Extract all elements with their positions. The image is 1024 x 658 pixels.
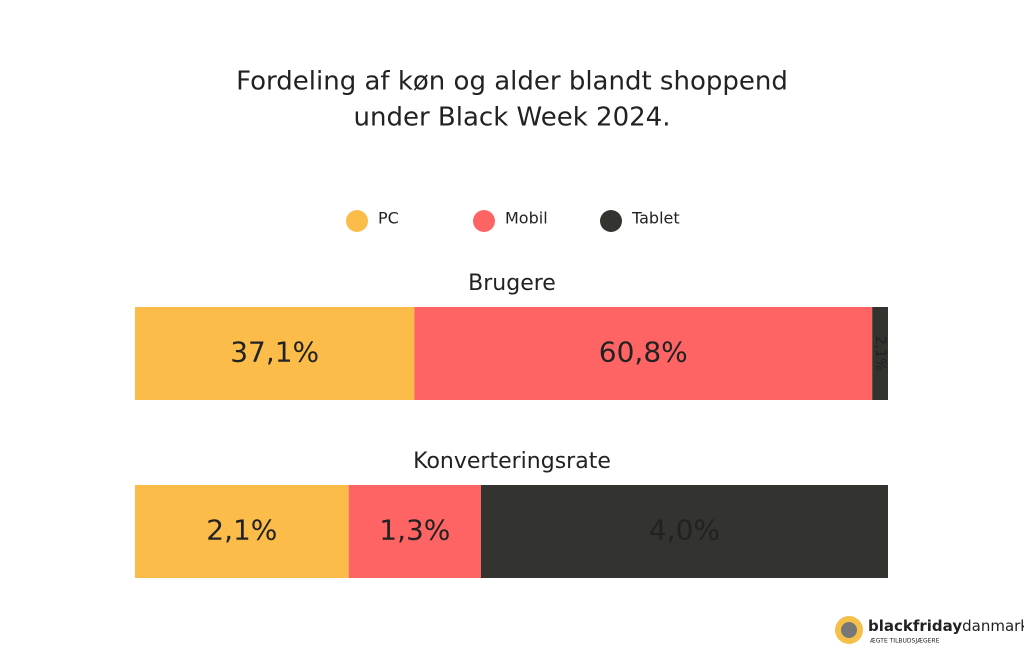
legend-label: Mobil: [505, 209, 548, 228]
legend-label: Tablet: [631, 209, 680, 228]
value-label: 4,0%: [649, 514, 720, 547]
value-label: 2,1%: [872, 336, 888, 372]
bar-segment: [480, 485, 888, 578]
logo-name-light: danmark: [962, 617, 1024, 635]
bar-segment: [414, 307, 873, 400]
legend-swatch: [346, 210, 368, 232]
bar-segment: [135, 485, 349, 578]
logo-name-bold: blackfriday: [868, 617, 962, 635]
logo: blackfridaydanmark ÆGTE TILBUDSJÆGERE: [835, 616, 1024, 645]
value-label: 1,3%: [379, 514, 450, 547]
chart-title: under Black Week 2024.: [354, 103, 671, 133]
bar-segment: [348, 485, 481, 578]
legend-swatch: [473, 210, 495, 232]
bar-segment: [135, 307, 415, 400]
logo-icon: [841, 622, 857, 638]
bar-segment: [872, 307, 888, 400]
legend-swatch: [600, 210, 622, 232]
logo-name: blackfridaydanmark: [868, 617, 1024, 635]
value-label: 37,1%: [230, 336, 319, 369]
value-label: 2,1%: [206, 514, 277, 547]
category-label: Brugere: [468, 271, 556, 296]
chart-title: Fordeling af køn og alder blandt shoppen…: [236, 67, 788, 97]
value-label: 60,8%: [599, 336, 688, 369]
category-label: Konverteringsrate: [413, 449, 611, 474]
logo-tagline: ÆGTE TILBUDSJÆGERE: [870, 638, 940, 645]
legend-label: PC: [378, 209, 399, 228]
